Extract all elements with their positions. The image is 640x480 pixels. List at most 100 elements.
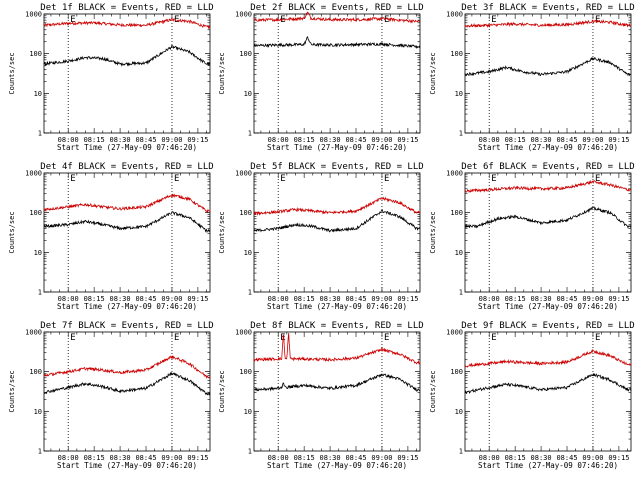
detector-chart: Det 6f BLACK = Events, RED = LLD 1 10 100 10… <box>429 162 635 311</box>
event-annotation: E <box>595 15 600 25</box>
x-tick-label: 08:30 <box>320 136 341 144</box>
y-axis-label: Counts/sec <box>429 370 437 412</box>
chart-title: Det 1f BLACK = Events, RED = LLD <box>40 3 213 13</box>
x-tick-label: 09:00 <box>582 136 603 144</box>
x-tick-label: 09:00 <box>161 454 182 462</box>
y-tick-label: 100 <box>239 50 252 58</box>
x-tick-label: 08:30 <box>110 295 131 303</box>
lld-series-line <box>253 11 421 24</box>
lld-series-line <box>464 348 632 368</box>
y-tick-label: 10 <box>34 90 42 98</box>
lld-series-line <box>464 179 632 194</box>
y-tick-label: 1 <box>459 448 463 456</box>
x-tick-label: 08:45 <box>135 454 156 462</box>
detector-chart: Det 3f BLACK = Events, RED = LLD 1 10 100 10… <box>429 3 635 152</box>
x-tick-label: 08:00 <box>58 295 79 303</box>
y-tick-label: 10 <box>244 408 252 416</box>
y-axis-label: Counts/sec <box>218 211 226 253</box>
event-annotation: E <box>174 333 179 343</box>
x-tick-label: 08:30 <box>531 136 552 144</box>
events-series-line <box>43 44 211 67</box>
x-tick-label: 08:45 <box>556 136 577 144</box>
event-annotation: E <box>384 15 389 25</box>
x-tick-label: 09:00 <box>582 295 603 303</box>
x-tick-label: 08:00 <box>479 454 500 462</box>
x-tick-label: 08:30 <box>531 454 552 462</box>
x-tick-label: 08:15 <box>84 295 105 303</box>
y-tick-label: 1 <box>459 289 463 297</box>
lld-series-line <box>43 355 211 379</box>
events-series-line <box>464 373 632 395</box>
y-tick-label: 100 <box>239 209 252 217</box>
event-annotation: E <box>595 174 600 184</box>
y-tick-label: 100 <box>450 50 463 58</box>
x-tick-label: 09:00 <box>582 454 603 462</box>
plot-frame <box>253 172 421 293</box>
x-tick-label: 08:45 <box>345 136 366 144</box>
x-axis-label: Start Time (27-May-09 07:46:20) <box>267 302 407 311</box>
y-tick-label: 1 <box>38 448 42 456</box>
chart-title: Det 2f BLACK = Events, RED = LLD <box>250 3 423 13</box>
x-tick-label: 08:45 <box>345 295 366 303</box>
x-tick-label: 09:00 <box>371 295 392 303</box>
events-series-line <box>43 211 211 234</box>
y-axis-label: Counts/sec <box>8 211 16 253</box>
x-tick-label: 08:45 <box>135 136 156 144</box>
lld-series-line <box>253 196 421 216</box>
x-tick-label: 09:15 <box>608 295 629 303</box>
x-tick-label: 09:15 <box>187 295 208 303</box>
y-tick-label: 10 <box>455 249 463 257</box>
y-tick-label: 10 <box>34 408 42 416</box>
plot-frame <box>464 331 632 452</box>
y-tick-label: 1 <box>38 130 42 138</box>
event-annotation: E <box>70 333 75 343</box>
events-series-line <box>253 373 421 392</box>
y-axis-label: Counts/sec <box>218 370 226 412</box>
x-tick-label: 09:00 <box>371 136 392 144</box>
x-tick-label: 09:00 <box>161 295 182 303</box>
y-tick-label: 10 <box>34 249 42 257</box>
x-tick-label: 08:00 <box>479 136 500 144</box>
x-axis-label: Start Time (27-May-09 07:46:20) <box>57 143 197 152</box>
y-tick-label: 100 <box>29 209 42 217</box>
y-tick-label: 10 <box>455 408 463 416</box>
x-axis-label: Start Time (27-May-09 07:46:20) <box>57 302 197 311</box>
y-tick-label: 100 <box>239 368 252 376</box>
lld-series-line <box>464 19 632 29</box>
y-tick-label: 1 <box>38 289 42 297</box>
chart-title: Det 7f BLACK = Events, RED = LLD <box>40 321 213 331</box>
y-tick-label: 10 <box>455 90 463 98</box>
x-tick-label: 08:15 <box>505 136 526 144</box>
x-tick-label: 09:00 <box>161 136 182 144</box>
y-tick-label: 1000 <box>446 11 463 19</box>
y-tick-label: 1000 <box>25 329 42 337</box>
chart-title: Det 9f BLACK = Events, RED = LLD <box>461 321 634 331</box>
y-axis-label: Counts/sec <box>429 211 437 253</box>
events-series-line <box>253 35 421 49</box>
x-axis-label: Start Time (27-May-09 07:46:20) <box>267 143 407 152</box>
plot-frame <box>253 13 421 134</box>
x-tick-label: 08:30 <box>110 136 131 144</box>
x-tick-label: 08:30 <box>320 295 341 303</box>
x-tick-label: 08:45 <box>135 295 156 303</box>
y-tick-label: 1000 <box>235 329 252 337</box>
event-annotation: E <box>491 333 496 343</box>
x-tick-label: 09:15 <box>187 136 208 144</box>
y-tick-label: 1000 <box>25 11 42 19</box>
y-tick-label: 1 <box>459 130 463 138</box>
x-tick-label: 08:15 <box>294 136 315 144</box>
x-tick-label: 08:30 <box>320 454 341 462</box>
x-tick-label: 09:15 <box>397 295 418 303</box>
y-axis-label: Counts/sec <box>8 370 16 412</box>
x-tick-label: 08:00 <box>479 295 500 303</box>
x-axis-label: Start Time (27-May-09 07:46:20) <box>478 143 618 152</box>
event-annotation: E <box>174 15 179 25</box>
y-axis-label: Counts/sec <box>8 52 16 94</box>
events-series-line <box>464 206 632 229</box>
lld-series-line <box>253 332 421 365</box>
y-tick-label: 1000 <box>235 170 252 178</box>
y-tick-label: 1 <box>248 448 252 456</box>
detector-chart: Det 7f BLACK = Events, RED = LLD 1 10 100 10… <box>8 321 214 470</box>
y-tick-label: 10 <box>244 90 252 98</box>
